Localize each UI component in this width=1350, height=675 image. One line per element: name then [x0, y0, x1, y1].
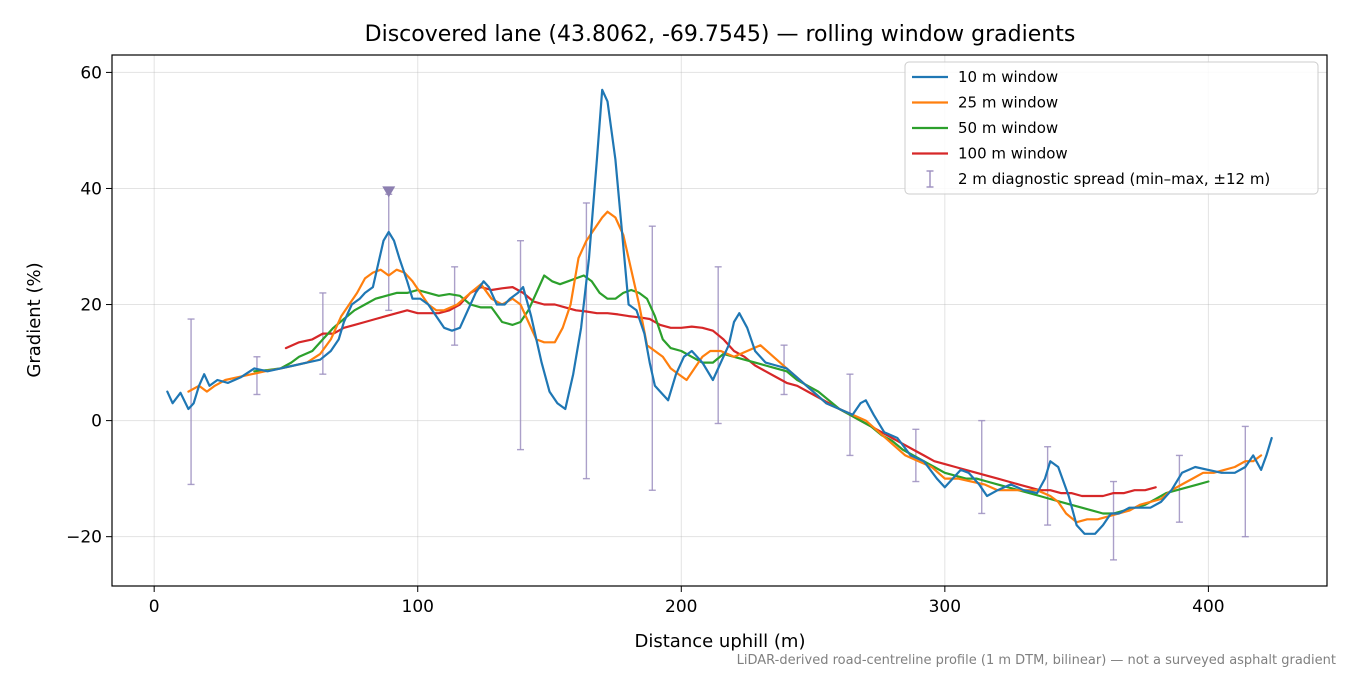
series-line-100-m-window — [284, 286, 1157, 498]
legend-label: 50 m window — [958, 119, 1058, 137]
series-line-50-m-window — [253, 274, 1210, 515]
x-tick-label: 300 — [929, 597, 961, 617]
marker — [382, 186, 396, 198]
y-tick-label: 60 — [80, 63, 102, 83]
footnote: LiDAR-derived road-centreline profile (1… — [737, 653, 1336, 668]
legend-label: 25 m window — [958, 94, 1058, 112]
y-tick-label: 40 — [80, 179, 102, 199]
legend-label: 100 m window — [958, 145, 1068, 163]
legend-label: 2 m diagnostic spread (min–max, ±12 m) — [958, 170, 1270, 188]
y-tick-label: 0 — [91, 412, 102, 432]
series-line-10-m-window — [166, 88, 1273, 535]
series-line-25-m-window — [187, 210, 1263, 524]
y-tick-label: 20 — [80, 296, 102, 316]
plot-frame — [111, 54, 1328, 587]
series-lines — [166, 88, 1273, 535]
legend: 10 m window 25 m window 50 m window 100 m w… — [904, 61, 1319, 195]
marker-triangle-down — [382, 186, 396, 198]
legend-box — [904, 61, 1319, 195]
x-tick-label: 100 — [402, 597, 434, 617]
x-tick-label: 400 — [1192, 597, 1224, 617]
x-tick-label: 0 — [149, 597, 160, 617]
x-tick-label: 200 — [665, 597, 697, 617]
y-tick-label: −20 — [66, 528, 102, 548]
spread-errorbars — [187, 193, 1249, 561]
chart-title: Discovered lane (43.8062, -69.7545) — ro… — [365, 22, 1076, 47]
y-axis-ticks: −20 0 20 40 60 — [66, 63, 112, 548]
legend-items: 10 m window 25 m window 50 m window 100 m w… — [912, 68, 1270, 188]
legend-label: 10 m window — [958, 68, 1058, 86]
x-axis-ticks: 0 100 200 300 400 — [149, 586, 1225, 617]
x-axis-label: Distance uphill (m) — [635, 631, 806, 652]
y-axis-label: Gradient (%) — [24, 262, 45, 377]
